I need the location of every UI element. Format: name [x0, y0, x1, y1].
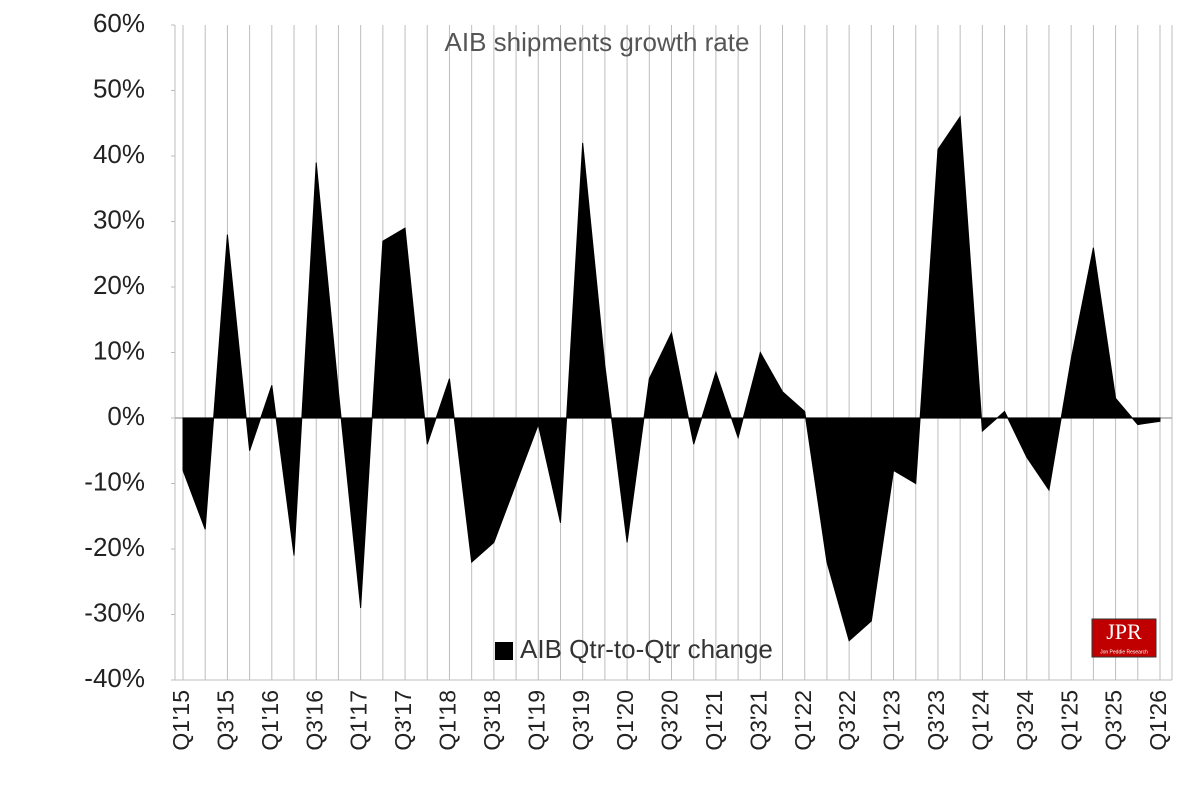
x-tick-label: Q1'20 — [612, 690, 638, 751]
x-tick-label: Q3'23 — [923, 690, 949, 751]
x-tick-label: Q1'24 — [967, 690, 993, 751]
x-tick-label: Q3'16 — [301, 690, 327, 751]
x-tick-label: Q1'22 — [790, 690, 816, 751]
x-tick-label: Q3'20 — [657, 690, 683, 751]
x-tick-label: Q1'25 — [1056, 690, 1082, 751]
area — [182, 115, 1161, 642]
y-tick-label: 0% — [107, 401, 145, 431]
x-tick-label: Q1'18 — [435, 690, 461, 751]
x-tick-label: Q3'25 — [1101, 690, 1127, 751]
y-tick-label: 30% — [93, 204, 145, 234]
y-tick-label: 20% — [93, 270, 145, 300]
logo-text: JPR — [1106, 619, 1142, 644]
x-tick-label: Q1'23 — [879, 690, 905, 751]
x-tick-label: Q1'16 — [257, 690, 283, 751]
logo: JPR Jon Peddie Research — [1091, 618, 1157, 658]
logo-box — [1091, 618, 1157, 658]
legend-swatch — [495, 642, 513, 660]
chart-title: AIB shipments growth rate — [445, 27, 750, 57]
y-tick-label: -10% — [84, 466, 145, 496]
x-tick-label: Q1'26 — [1145, 690, 1171, 751]
y-tick-label: 50% — [93, 73, 145, 103]
x-tick-label: Q3'19 — [568, 690, 594, 751]
x-tick-label: Q1'19 — [523, 690, 549, 751]
x-tick-label: Q3'22 — [834, 690, 860, 751]
x-tick-label: Q1'21 — [701, 690, 727, 751]
y-tick-label: 40% — [93, 139, 145, 169]
x-tick-label: Q3'17 — [390, 690, 416, 751]
logo-subtitle: Jon Peddie Research — [1100, 649, 1148, 655]
x-tick-label: Q3'24 — [1012, 690, 1038, 751]
y-tick-label: -20% — [84, 532, 145, 562]
grid — [174, 25, 1173, 681]
x-tick-label: Q1'17 — [346, 690, 372, 751]
x-tick-label: Q3'21 — [745, 690, 771, 751]
y-tick-label: -30% — [84, 597, 145, 627]
x-tick-label: Q3'18 — [479, 690, 505, 751]
y-tick-label: 60% — [93, 8, 145, 38]
legend-label: AIB Qtr-to-Qtr change — [520, 634, 773, 664]
y-tick-label: -40% — [84, 663, 145, 693]
x-tick-label: Q3'15 — [212, 690, 238, 751]
x-tick-label: Q1'15 — [168, 690, 194, 751]
y-tick-label: 10% — [93, 335, 145, 365]
